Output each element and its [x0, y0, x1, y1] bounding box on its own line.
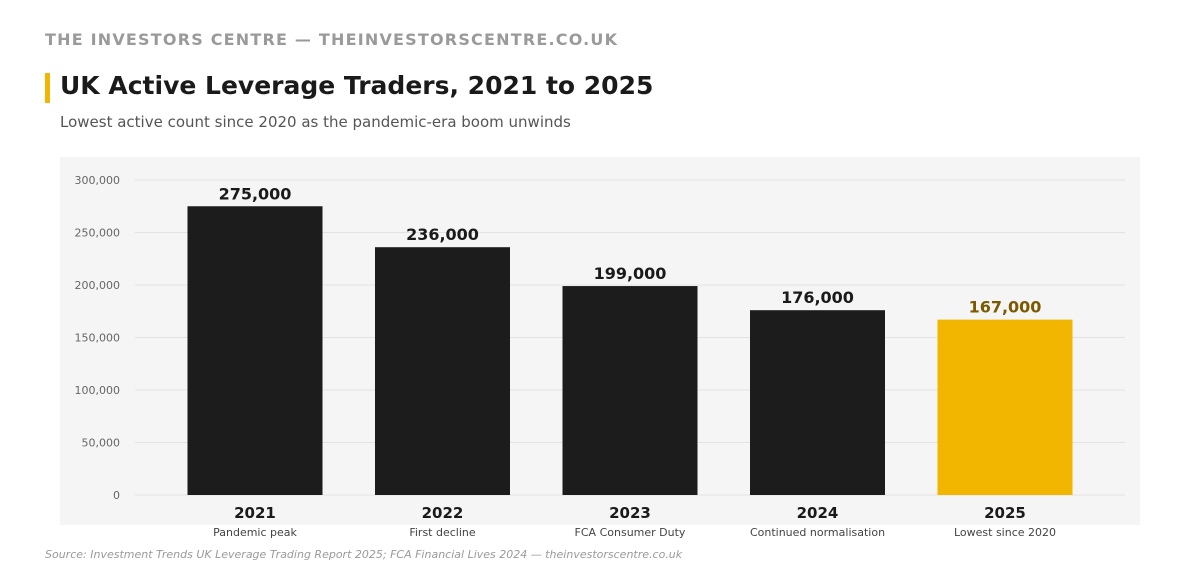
- bar: [937, 319, 1073, 495]
- y-tick-label: 250,000: [75, 227, 121, 240]
- y-tick-label: 300,000: [75, 174, 121, 187]
- bar: [562, 286, 698, 495]
- category-label: 2022: [422, 504, 464, 522]
- brand-header: THE INVESTORS CENTRE — THEINVESTORSCENTR…: [45, 30, 619, 49]
- category-label: 2023: [609, 504, 651, 522]
- chart-panel: 0 50,000 100,000 150,000 200,000 250,000 300,0…: [60, 157, 1140, 525]
- category-note: Continued normalisation: [750, 526, 885, 539]
- category-label: 2021: [234, 504, 276, 522]
- category-note: Lowest since 2020: [954, 526, 1056, 539]
- bar: [750, 310, 885, 495]
- category-label: 2024: [797, 504, 839, 522]
- bars: [187, 206, 1073, 495]
- source-note: Source: Investment Trends UK Leverage Tr…: [45, 548, 683, 561]
- value-label: 199,000: [594, 264, 667, 283]
- value-labels: 275,000 236,000 199,000 176,000 167,000: [219, 184, 1042, 316]
- bar-chart: 0 50,000 100,000 150,000 200,000 250,000 300,0…: [75, 174, 1125, 522]
- y-axis-ticks: 0 50,000 100,000 150,000 200,000 250,000 300,0…: [75, 174, 121, 502]
- category-note: First decline: [409, 526, 476, 539]
- y-tick-label: 50,000: [82, 437, 121, 450]
- bar: [375, 247, 510, 495]
- y-tick-label: 100,000: [75, 384, 121, 397]
- y-tick-label: 0: [113, 489, 120, 502]
- chart-subtitle: Lowest active count since 2020 as the pa…: [60, 113, 571, 131]
- chart-title: UK Active Leverage Traders, 2021 to 2025: [60, 71, 654, 100]
- category-note: Pandemic peak: [213, 526, 297, 539]
- bar: [187, 206, 323, 495]
- value-label: 236,000: [406, 225, 479, 244]
- category-note: FCA Consumer Duty: [575, 526, 686, 539]
- value-label: 167,000: [969, 298, 1042, 317]
- y-tick-label: 150,000: [75, 332, 121, 345]
- y-tick-label: 200,000: [75, 279, 121, 292]
- x-axis-labels: 2021 2022 2023 2024 2025: [234, 504, 1026, 522]
- title-accent-bar: [45, 73, 50, 103]
- value-label: 275,000: [219, 184, 292, 203]
- category-label: 2025: [984, 504, 1026, 522]
- value-label: 176,000: [781, 288, 854, 307]
